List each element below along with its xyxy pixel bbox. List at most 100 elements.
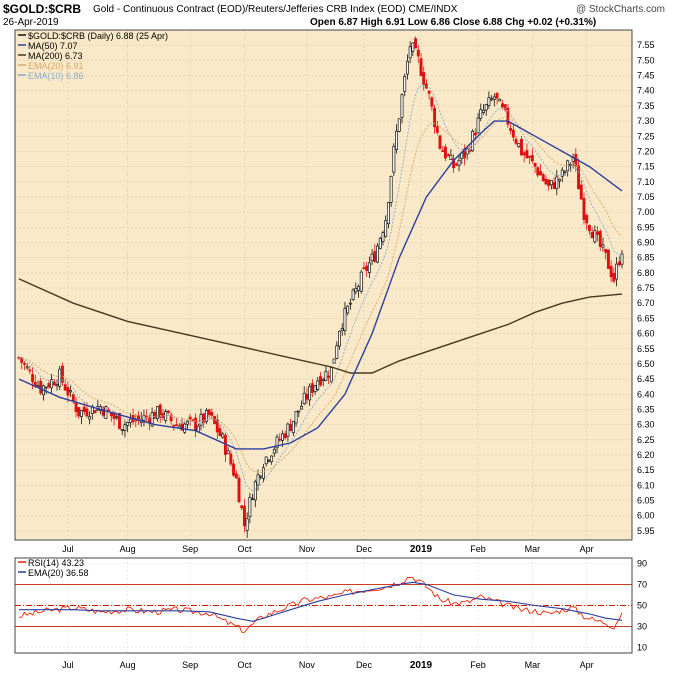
price-candle-body xyxy=(316,380,320,390)
price-candle-body xyxy=(449,154,453,160)
price-candle-body xyxy=(188,416,192,420)
price-candle-body xyxy=(525,150,529,159)
price-candle-body xyxy=(101,407,105,416)
price-candle-body xyxy=(373,251,377,262)
price-candle-body xyxy=(544,178,548,185)
price-candle-body xyxy=(71,394,75,402)
price-candle-body xyxy=(533,163,537,167)
rsi-y-tick-label: 30 xyxy=(637,622,647,632)
price-candle-body xyxy=(332,358,336,364)
price-candle-body xyxy=(272,448,276,454)
price-candle-body xyxy=(386,202,390,225)
price-candle-body xyxy=(270,455,274,463)
price-candle-body xyxy=(558,178,561,182)
price-candle-body xyxy=(378,238,382,249)
price-candle-body xyxy=(484,104,488,111)
ema10-line xyxy=(18,85,623,492)
price-candle-body xyxy=(520,138,523,156)
price-y-tick-label: 6.10 xyxy=(637,480,655,490)
price-candle-body xyxy=(416,49,420,57)
price-candle-body xyxy=(302,392,306,404)
price-candle-body xyxy=(476,117,480,134)
price-candle-body xyxy=(286,423,290,437)
price-candle-body xyxy=(210,412,214,416)
price-candle-body xyxy=(80,410,83,417)
price-candle-body xyxy=(566,160,570,172)
brand-label: @ StockCharts.com xyxy=(575,4,665,15)
price-candle-body xyxy=(229,453,233,465)
price-candle-body xyxy=(348,302,352,305)
x-tick-label: Jul xyxy=(62,544,74,554)
price-candle-body xyxy=(275,436,279,449)
price-candle-body xyxy=(61,365,64,383)
price-y-tick-label: 7.05 xyxy=(637,192,655,202)
price-y-tick-label: 6.40 xyxy=(637,389,655,399)
price-candle-body xyxy=(183,423,187,433)
rsi-ema-legend-label: EMA(20) 36.58 xyxy=(28,568,89,578)
price-candle-body xyxy=(82,406,86,412)
x-tick-label: 2019 xyxy=(410,660,433,671)
price-candle-body xyxy=(606,249,610,269)
x-tick-label: Oct xyxy=(237,660,252,670)
price-candle-body xyxy=(441,150,445,152)
price-y-tick-label: 6.65 xyxy=(637,313,655,323)
chart-title: $GOLD:$CRB xyxy=(3,2,82,16)
price-y-tick-label: 6.50 xyxy=(637,359,655,369)
price-candle-body xyxy=(465,148,469,155)
price-y-tick-label: 6.80 xyxy=(637,268,655,278)
price-candle-body xyxy=(199,414,203,426)
price-candle-body xyxy=(587,225,591,232)
legend-price-label: $GOLD:$CRB (Daily) 6.88 (25 Apr) xyxy=(28,31,168,41)
price-y-tick-label: 6.85 xyxy=(637,253,655,263)
chart-date: 26-Apr-2019 xyxy=(3,17,59,28)
price-candle-body xyxy=(218,428,222,437)
price-y-tick-label: 7.10 xyxy=(637,177,655,187)
price-candle-body xyxy=(22,362,26,365)
x-tick-label: Oct xyxy=(237,544,252,554)
price-y-tick-label: 6.05 xyxy=(637,496,655,506)
price-y-tick-label: 7.40 xyxy=(637,86,655,96)
price-candle-body xyxy=(267,459,271,462)
legend-ma200-label: MA(200) 6.73 xyxy=(28,51,83,61)
price-y-tick-label: 6.55 xyxy=(637,344,655,354)
x-tick-label: Sep xyxy=(182,544,198,554)
price-candle-body xyxy=(346,305,350,314)
price-candle-body xyxy=(517,143,521,147)
price-candle-body xyxy=(112,413,116,419)
price-y-tick-label: 6.25 xyxy=(637,435,655,445)
price-candle-body xyxy=(536,167,540,176)
price-candle-body xyxy=(234,473,238,479)
price-candle-body xyxy=(196,425,200,432)
price-y-tick-label: 5.95 xyxy=(637,526,655,536)
price-candle-body xyxy=(495,92,499,99)
price-candle-body xyxy=(52,381,56,386)
price-candle-body xyxy=(620,253,624,265)
price-candle-body xyxy=(397,118,401,132)
price-candle-body xyxy=(457,160,461,166)
price-candle-body xyxy=(221,433,225,438)
price-candle-body xyxy=(539,171,542,176)
price-candle-body xyxy=(262,467,265,479)
price-candle-body xyxy=(547,179,551,187)
price-candle-body xyxy=(365,265,369,272)
price-candle-body xyxy=(104,406,108,419)
price-candle-body xyxy=(473,132,477,136)
price-candle-body xyxy=(36,385,40,387)
price-candle-body xyxy=(242,505,246,527)
price-candle-body xyxy=(579,184,583,200)
price-candle-body xyxy=(215,419,219,433)
price-candle-body xyxy=(172,424,176,427)
x-tick-label: Nov xyxy=(299,544,316,554)
price-y-tick-label: 6.20 xyxy=(637,450,655,460)
price-candle-body xyxy=(25,366,29,369)
price-y-tick-label: 7.25 xyxy=(637,131,655,141)
price-candle-body xyxy=(69,390,73,393)
price-candle-body xyxy=(522,152,526,156)
price-candle-body xyxy=(403,75,407,92)
price-candle-body xyxy=(498,98,502,102)
ma200-line xyxy=(18,278,623,374)
price-candle-body xyxy=(582,198,586,221)
price-candle-body xyxy=(305,393,309,400)
price-candle-body xyxy=(120,429,124,431)
price-candle-body xyxy=(253,481,257,501)
